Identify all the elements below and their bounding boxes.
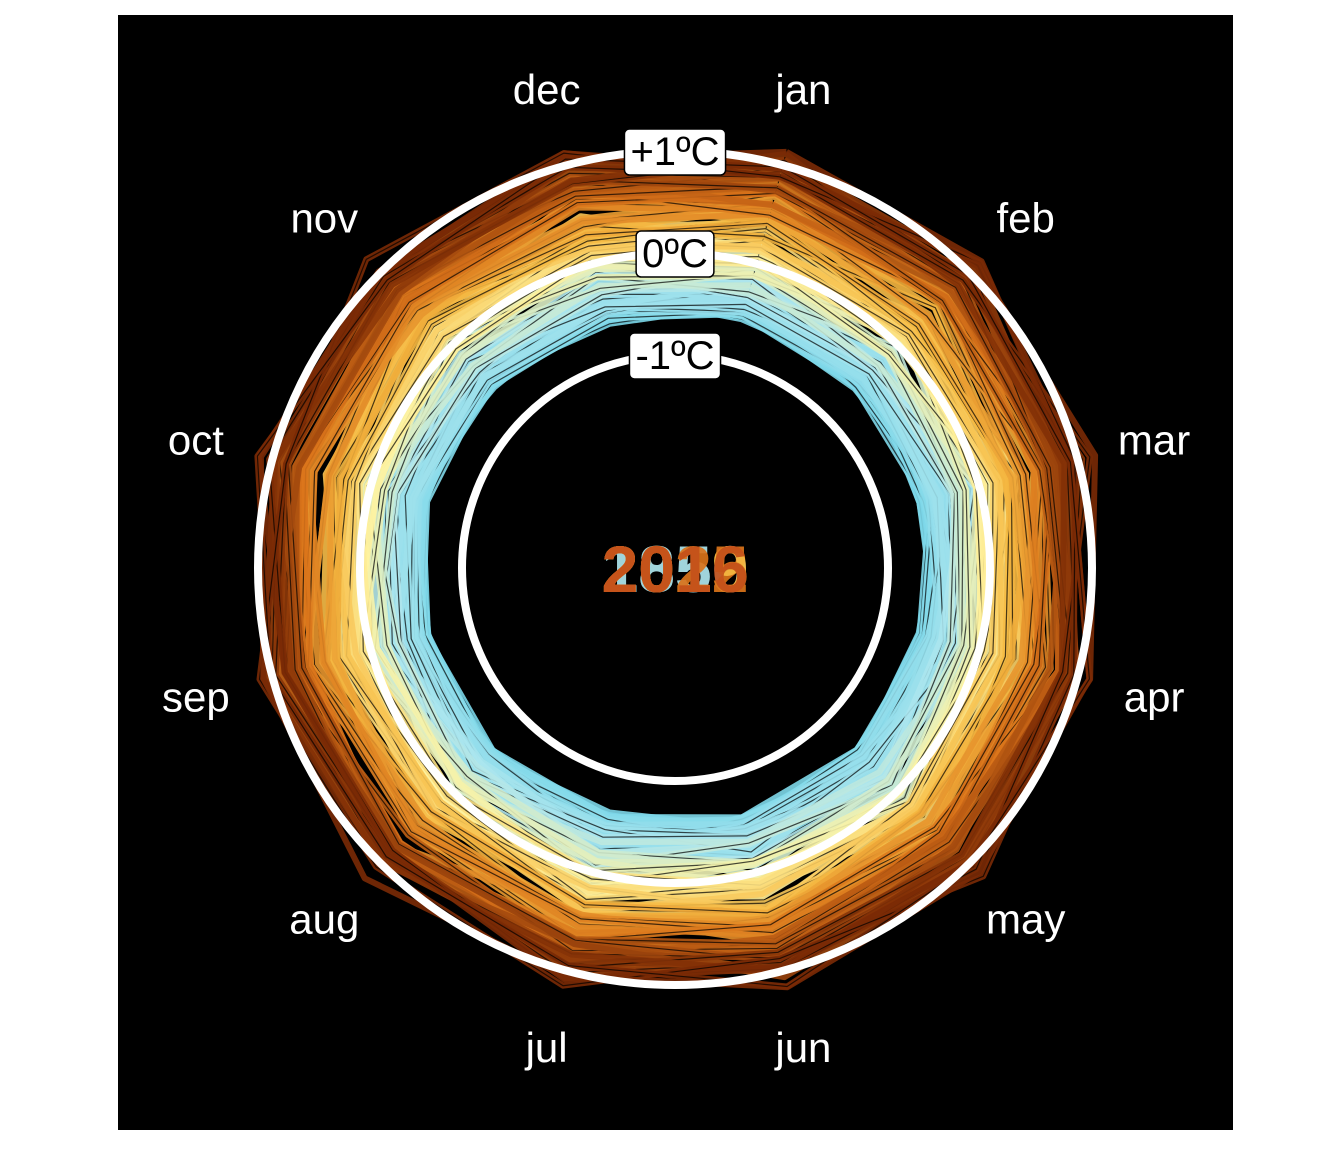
month-label-mar: mar: [1118, 417, 1190, 464]
month-label-apr: apr: [1124, 673, 1185, 720]
year-outline-2022: [256, 158, 1091, 988]
year-series-layer: [254, 148, 1099, 991]
year-label-2022: 2022: [602, 532, 749, 606]
month-label-oct: oct: [168, 417, 224, 464]
month-labels-layer: jan feb mar apr may jun jul aug sep oct nov dec: [162, 66, 1190, 1071]
ring-label-box: [628, 332, 722, 380]
month-label-dec: dec: [513, 66, 581, 113]
year-label-2015: 2015: [602, 532, 749, 606]
year-label-2016: 2016: [602, 532, 749, 606]
year-label-2019: 2019: [602, 532, 749, 606]
month-label-jan: jan: [773, 66, 831, 113]
month-label-jun: jun: [773, 1024, 831, 1071]
year-line-2017: [260, 151, 1068, 975]
month-label-feb: feb: [997, 194, 1055, 241]
ring-label-text: 0ºC: [642, 232, 708, 276]
year-line-2015: [272, 157, 1077, 973]
year-label-1850: 1850: [602, 532, 749, 606]
ring-label-box: [623, 128, 727, 176]
ring-label-text: +1ºC: [630, 130, 719, 174]
month-label-sep: sep: [162, 673, 230, 720]
month-label-aug: aug: [289, 896, 359, 943]
ring-label-0: -1ºC: [628, 332, 722, 380]
ring-label-1: 0ºC: [635, 230, 715, 278]
ring-label-text: -1ºC: [635, 334, 714, 378]
ring-label-2: +1ºC: [623, 128, 727, 176]
ring-label-box: [635, 230, 715, 278]
ring-labels-layer: -1ºC 0ºC +1ºC: [623, 128, 727, 380]
month-label-nov: nov: [290, 194, 358, 241]
month-label-may: may: [986, 896, 1065, 943]
month-label-jul: jul: [524, 1024, 568, 1071]
